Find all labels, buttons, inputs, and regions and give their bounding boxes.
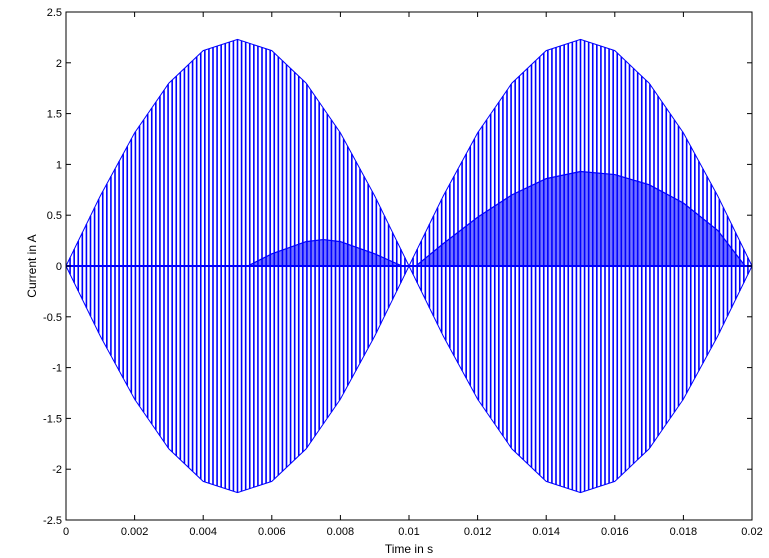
y-tick-label: 2.5 [47, 7, 62, 19]
y-tick-label: -2 [52, 464, 62, 476]
x-tick-label: 0.016 [601, 526, 629, 538]
y-tick-label: 0.5 [47, 210, 62, 222]
y-ticks: 2.5 2 1.5 1 0.5 0 -0.5 -1 -1.5 -2 -2.5 [43, 7, 752, 527]
y-tick-label: 2 [56, 58, 62, 70]
y-axis-label: Current in A [25, 234, 39, 297]
average-hump-line-1 [247, 238, 403, 267]
x-ticks: 0 0.002 0.004 0.006 0.008 0.01 0.012 0.014 0.016… [63, 12, 763, 538]
plot-area [65, 38, 753, 494]
average-hump-line-2 [415, 170, 746, 267]
x-tick-label: 0.01 [398, 526, 419, 538]
x-tick-label: 0.008 [327, 526, 355, 538]
y-tick-label: -1 [52, 363, 62, 375]
x-axis-label: Time in s [385, 542, 433, 556]
y-tick-label: -2.5 [43, 515, 62, 527]
y-tick-label: 1.5 [47, 109, 62, 121]
average-hump-fill-2 [415, 171, 746, 266]
x-tick-label: 0.004 [189, 526, 217, 538]
x-tick-label: 0 [63, 526, 69, 538]
y-tick-label: -0.5 [43, 312, 62, 324]
x-tick-label: 0.014 [532, 526, 560, 538]
x-tick-label: 0.02 [741, 526, 762, 538]
x-tick-label: 0.006 [258, 526, 286, 538]
y-tick-label: -1.5 [43, 413, 62, 425]
average-hump-fill-1 [247, 239, 403, 266]
y-tick-label: 1 [56, 159, 62, 171]
y-tick-label: 0 [56, 261, 62, 273]
x-tick-label: 0.002 [121, 526, 149, 538]
x-tick-label: 0.018 [670, 526, 698, 538]
x-tick-label: 0.012 [464, 526, 492, 538]
